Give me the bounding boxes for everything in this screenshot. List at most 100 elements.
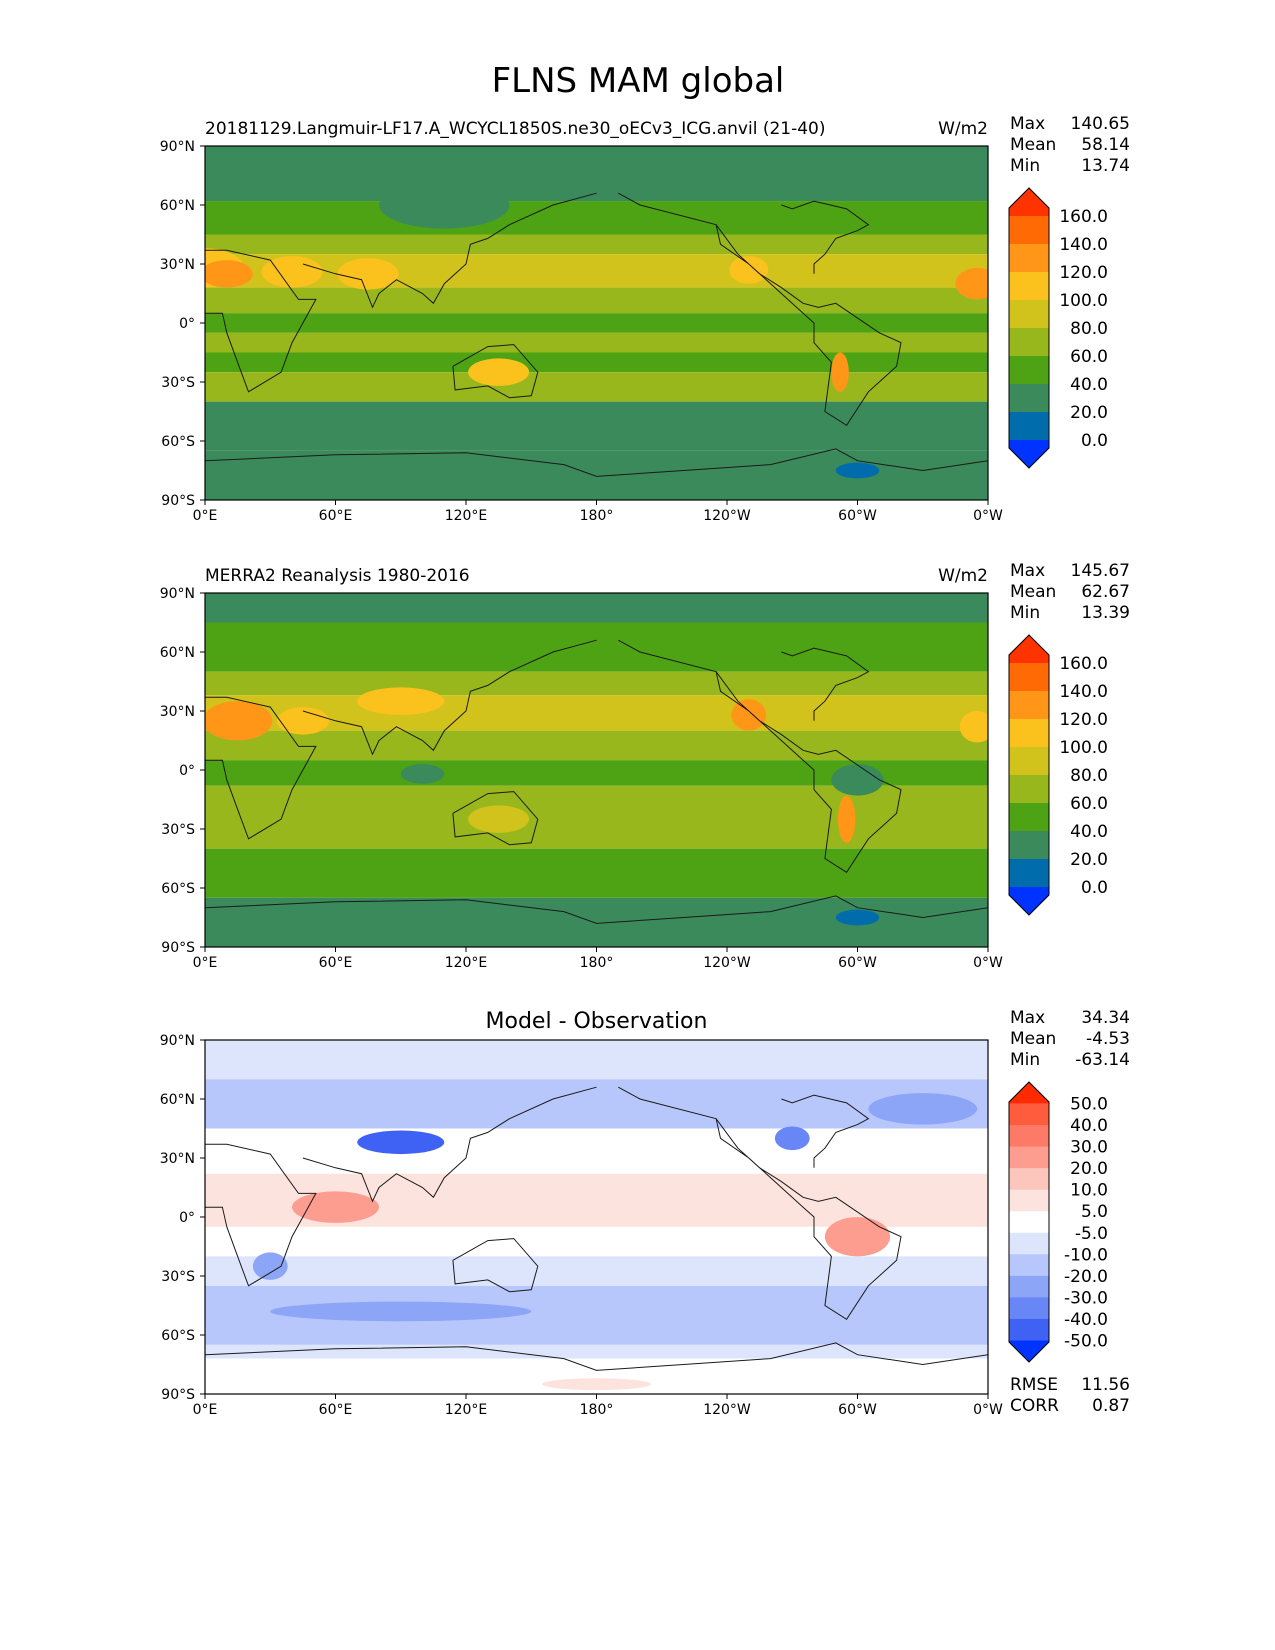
colorbar-label: 160.0 [1059, 654, 1108, 674]
field-patch [831, 764, 884, 796]
x-tick-label: 180° [580, 955, 614, 971]
colorbar-segment [1009, 1146, 1049, 1169]
x-tick-label: 60°E [319, 955, 353, 971]
x-tick-label: 120°E [445, 1402, 488, 1418]
field-patch [959, 711, 988, 743]
coastline [618, 1086, 902, 1320]
colorbar-label: -50.0 [1064, 1331, 1108, 1351]
colorbar-label: 140.0 [1059, 682, 1108, 702]
field-patch [261, 256, 323, 288]
coastline [302, 192, 597, 309]
colorbar-label: -10.0 [1064, 1245, 1108, 1265]
stat-label: Mean [1010, 582, 1056, 602]
colorbar-segment [1009, 356, 1049, 385]
field-band [205, 593, 988, 623]
field-band [205, 234, 988, 255]
colorbar-segment [1009, 1254, 1049, 1277]
coastline [618, 639, 902, 873]
field-patch [837, 795, 856, 843]
colorbar-label: 100.0 [1059, 291, 1108, 311]
panel-title: 20181129.Langmuir-LF17.A_WCYCL1850S.ne30… [205, 119, 826, 139]
field-band [205, 730, 988, 761]
field-patch [252, 1252, 288, 1280]
field-patch [542, 1378, 651, 1391]
figure-title: FLNS MAM global [492, 61, 785, 101]
colorbar-label: 120.0 [1059, 263, 1108, 283]
colorbar-label: 60.0 [1070, 794, 1108, 814]
x-tick-label: 0°W [973, 955, 1003, 971]
colorbar-segment [1009, 272, 1049, 301]
stat-value: 11.56 [1081, 1375, 1130, 1395]
colorbar-segment [1009, 803, 1049, 832]
stat-value: 13.39 [1081, 603, 1130, 623]
field-patch [824, 1217, 891, 1257]
y-tick-label: 90°N [160, 1033, 195, 1049]
field-patch [270, 1301, 532, 1322]
colorbar-label: -40.0 [1064, 1310, 1108, 1330]
colorbar-label: 140.0 [1059, 235, 1108, 255]
colorbar-label: 40.0 [1070, 1116, 1108, 1136]
colorbar-label: 100.0 [1059, 738, 1108, 758]
colorbar-segment [1009, 1318, 1049, 1341]
map-panel-1: 0°E 60°E 120°E 180° 120°W 60°W 0°W 90°N 60°N 30°N… [160, 114, 1130, 524]
field-band [205, 372, 988, 402]
field-band [205, 1128, 988, 1174]
colorbar-label: 10.0 [1070, 1181, 1108, 1201]
x-tick-label: 0°E [193, 1402, 218, 1418]
y-tick-label: 30°N [160, 704, 195, 720]
colorbar-segment [1009, 440, 1049, 468]
y-tick-label: 30°S [161, 1269, 195, 1285]
colorbar-segment [1009, 691, 1049, 720]
stat-value: 34.34 [1081, 1008, 1130, 1028]
colorbar-segment [1009, 188, 1049, 216]
x-tick-label: 0°E [193, 955, 218, 971]
field-patch [379, 181, 510, 229]
coastline [302, 1086, 597, 1203]
field-patch [835, 462, 880, 479]
colorbar-outline [1008, 187, 1050, 469]
field-patch [831, 352, 849, 392]
field-patch [835, 909, 880, 926]
colorbar-segment [1009, 831, 1049, 860]
colorbar-segment [1009, 300, 1049, 329]
coastline [618, 192, 902, 426]
y-tick-label: 90°S [161, 940, 195, 956]
colorbar-segment [1009, 244, 1049, 273]
field-band [205, 695, 988, 731]
colorbar-label: 120.0 [1059, 710, 1108, 730]
field-band [205, 848, 988, 898]
x-tick-label: 120°W [703, 955, 751, 971]
colorbar-segment [1009, 1275, 1049, 1298]
stat-label: Max [1010, 1008, 1045, 1028]
field-layer [205, 1040, 988, 1394]
colorbar-label: 20.0 [1070, 850, 1108, 870]
y-tick-label: 90°N [160, 586, 195, 602]
coastline [205, 448, 988, 477]
x-tick-label: 0°E [193, 508, 218, 524]
x-tick-label: 120°W [703, 508, 751, 524]
colorbar-segment [1009, 1211, 1049, 1234]
stat-label: Mean [1010, 135, 1056, 155]
stat-label: Max [1010, 561, 1045, 581]
x-tick-label: 60°E [319, 1402, 353, 1418]
y-tick-label: 60°N [160, 1092, 195, 1108]
field-band [205, 401, 988, 451]
coastline [452, 791, 539, 846]
colorbar-label: 40.0 [1070, 375, 1108, 395]
x-tick-label: 60°W [838, 955, 877, 971]
stat-value: -63.14 [1075, 1050, 1130, 1070]
coastline [781, 647, 870, 721]
field-band [205, 201, 988, 235]
colorbar-segment [1009, 635, 1049, 663]
x-tick-label: 180° [580, 1402, 614, 1418]
coastline [205, 1143, 317, 1287]
colorbar-label: 0.0 [1081, 431, 1108, 451]
x-tick-label: 180° [580, 508, 614, 524]
colorbar-segment [1009, 719, 1049, 748]
y-tick-label: 60°N [160, 198, 195, 214]
colorbar-segment [1009, 887, 1049, 915]
y-tick-label: 90°S [161, 1387, 195, 1403]
colorbar-segment [1009, 1232, 1049, 1255]
colorbar-segment [1009, 1125, 1049, 1148]
colorbar-segment [1009, 1168, 1049, 1191]
